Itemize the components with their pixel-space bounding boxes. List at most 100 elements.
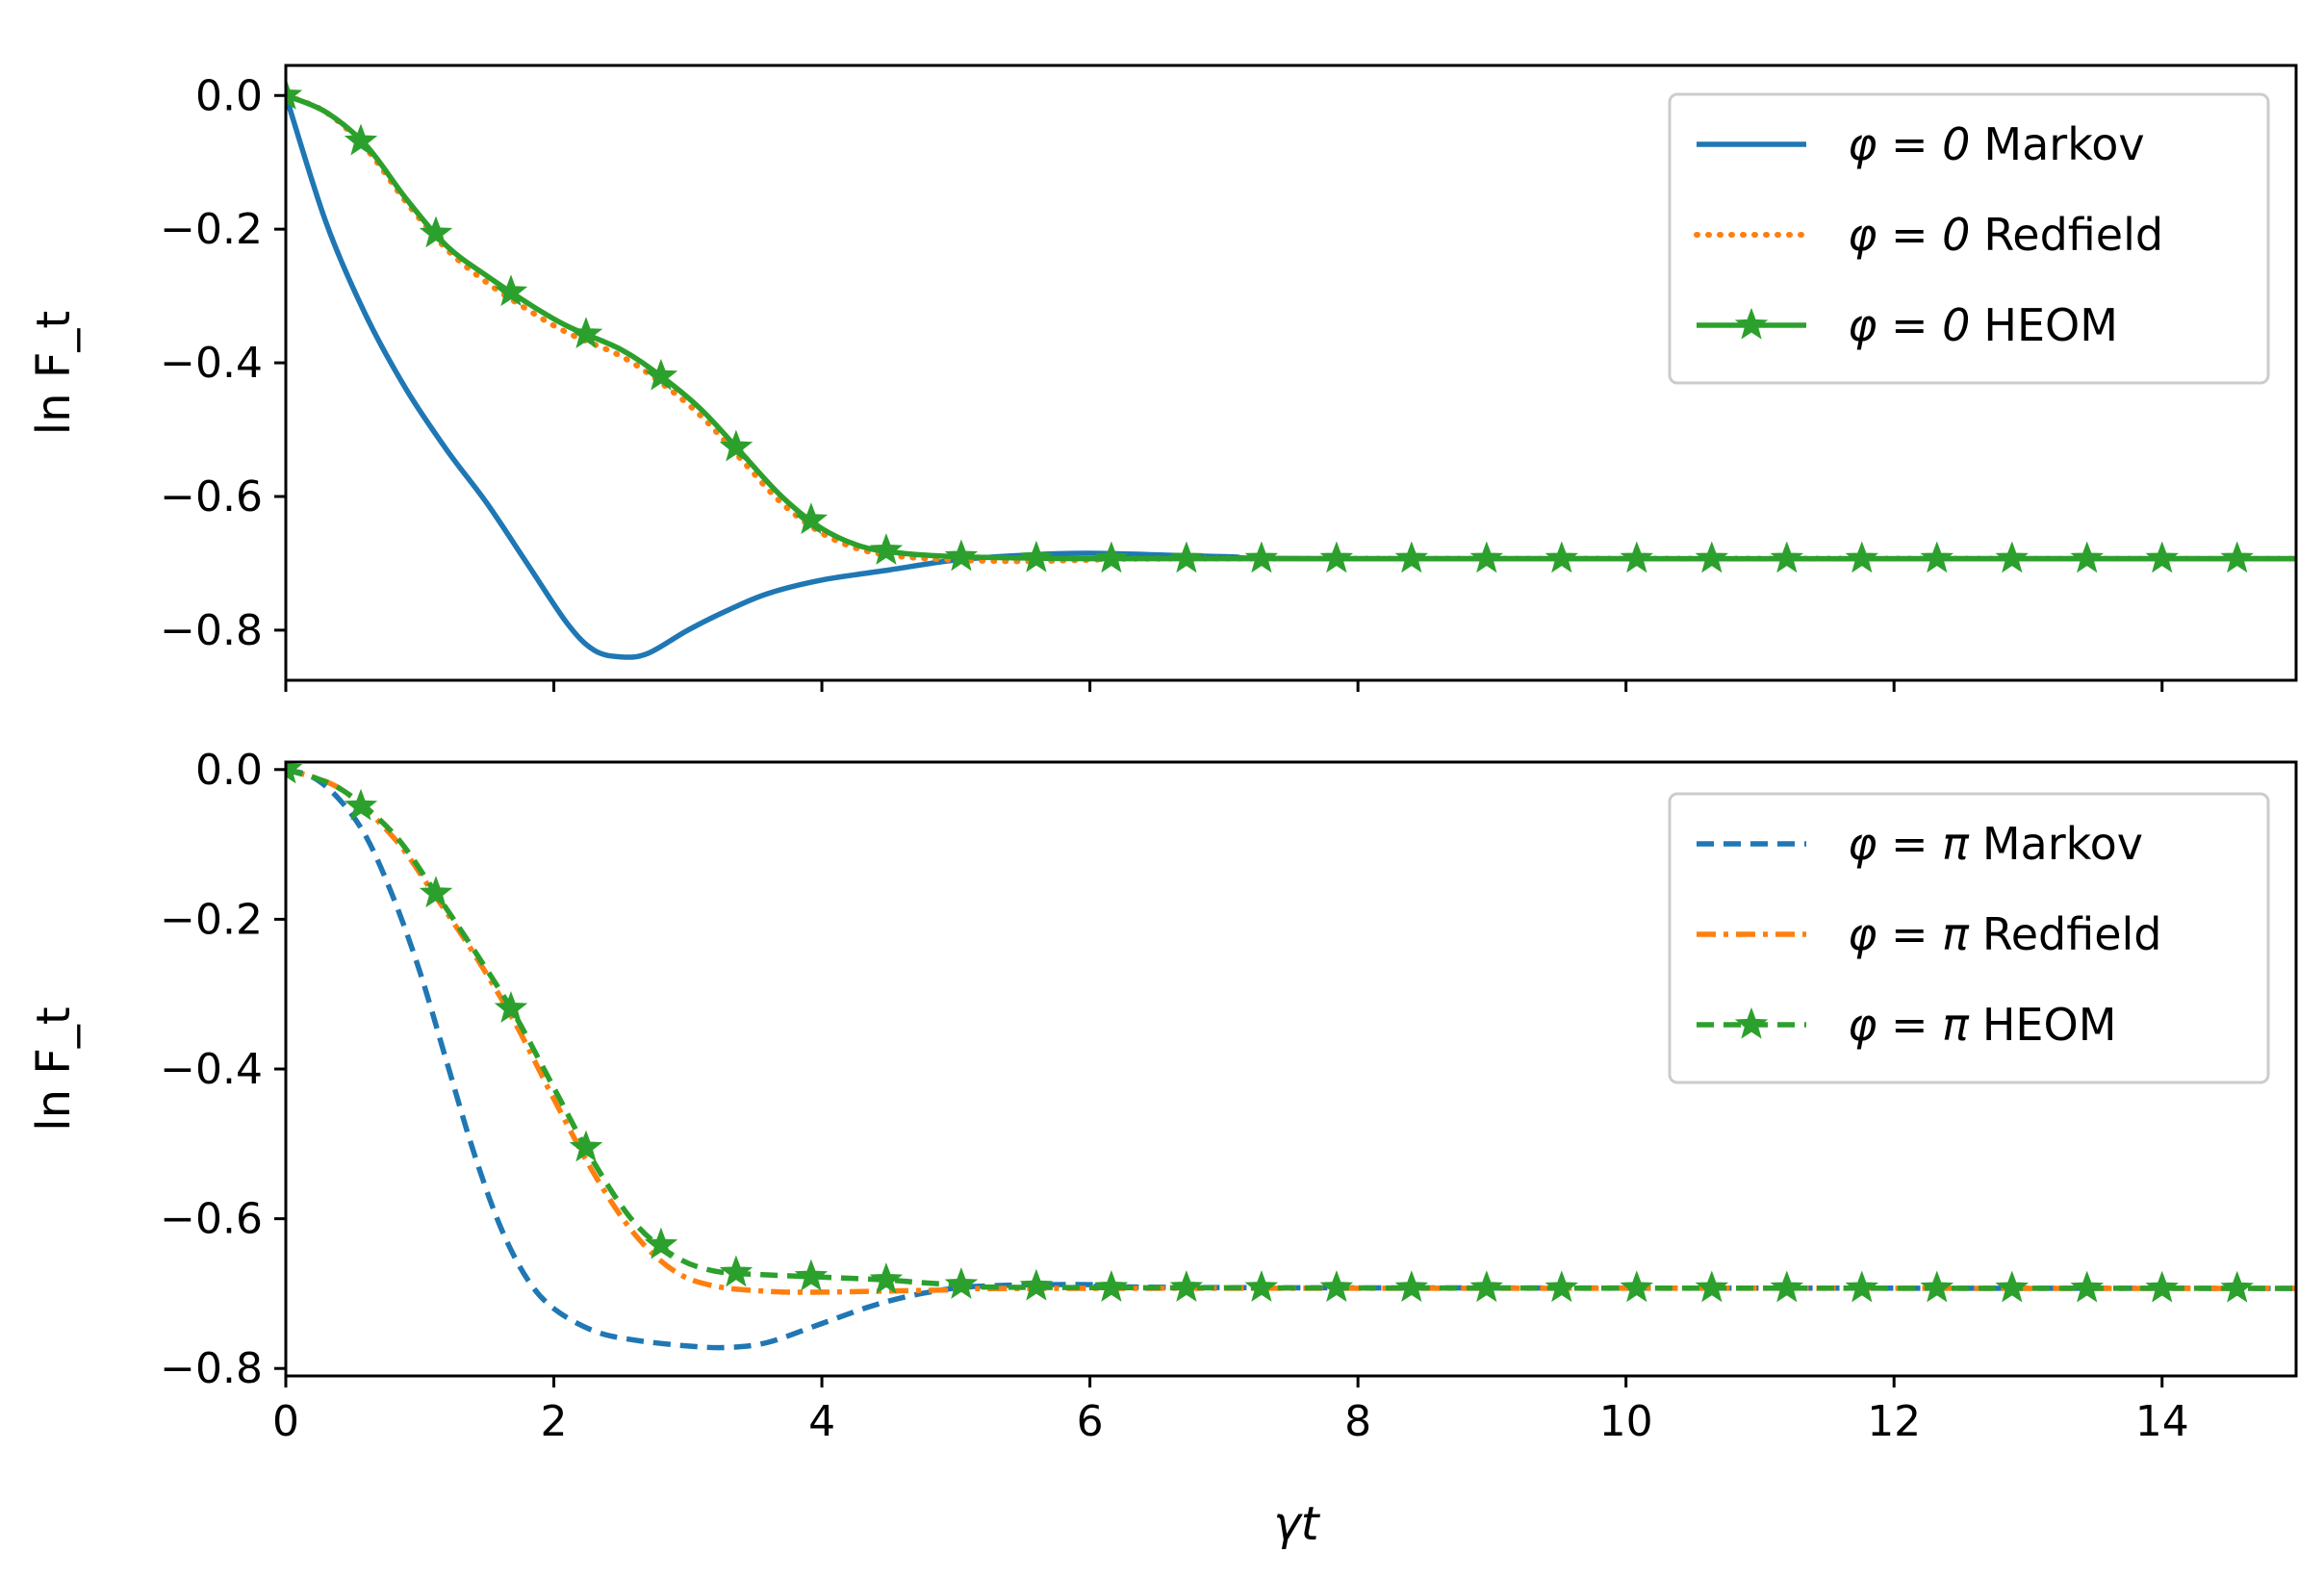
series-marker-star bbox=[644, 358, 678, 391]
y-tick-label: −0.2 bbox=[160, 895, 263, 944]
legend-marker-star bbox=[1734, 1006, 1769, 1039]
x-tick-label: 4 bbox=[808, 1397, 835, 1446]
series-marker-star bbox=[1845, 1270, 1879, 1303]
series-marker-star bbox=[1995, 541, 2030, 573]
series-marker-star bbox=[1995, 1270, 2030, 1303]
x-tick-label: 12 bbox=[1867, 1397, 1921, 1446]
series-marker-star bbox=[1845, 541, 1879, 573]
series-marker-star bbox=[1244, 541, 1279, 573]
series-marker-star bbox=[494, 274, 528, 307]
legend-label-method: HEOM bbox=[1982, 999, 2117, 1051]
series-marker-star bbox=[1394, 541, 1429, 573]
y-axis-label: ln F_t bbox=[27, 1006, 81, 1131]
series-marker-star bbox=[344, 123, 378, 156]
series-marker-star bbox=[1695, 1270, 1729, 1303]
series-marker-star bbox=[719, 429, 753, 462]
legend-label-symbol: φ = 0 bbox=[1848, 118, 1970, 170]
legend-label-symbol: φ = 0 bbox=[1848, 209, 1970, 261]
x-tick-label: 0 bbox=[272, 1397, 299, 1446]
legend-label-symbol: φ = π bbox=[1848, 818, 1970, 870]
legend-label-method: Markov bbox=[1982, 818, 2143, 870]
series-marker-star bbox=[286, 78, 303, 110]
series-line-2 bbox=[286, 767, 2296, 1291]
series-marker-star bbox=[569, 1130, 603, 1162]
legend-marker-star bbox=[1734, 307, 1769, 340]
x-tick-label: 10 bbox=[1599, 1397, 1653, 1446]
series-group bbox=[286, 78, 2296, 660]
series-marker-star bbox=[419, 876, 453, 908]
series-marker-star bbox=[286, 762, 303, 784]
series-marker-star bbox=[1394, 1270, 1429, 1303]
series-marker-star bbox=[419, 216, 453, 248]
series-marker-star bbox=[2145, 541, 2180, 573]
legend-label-symbol: φ = 0 bbox=[1848, 299, 1970, 351]
series-marker-star bbox=[1695, 541, 1729, 573]
series-marker-star bbox=[1545, 1270, 1579, 1303]
plot-frame bbox=[284, 760, 2298, 1378]
legend-label-2: φ = π HEOM bbox=[1848, 999, 2116, 1051]
legend-label-method: Redfield bbox=[1983, 209, 2163, 261]
bottom-panel: 0.0 −0.2 −0.4 −0.6 −0.80 2 4 6 8 10 12 14 ln F_t φ = … bbox=[27, 746, 2298, 1446]
series-marker-star bbox=[1545, 541, 1579, 573]
series-marker-star bbox=[1920, 1270, 1954, 1303]
series-marker-star bbox=[1169, 541, 1204, 573]
legend-label-1: φ = π Redfield bbox=[1848, 908, 2161, 960]
legend-box bbox=[1668, 792, 2270, 1084]
series-marker-star bbox=[1019, 540, 1054, 573]
x-axis-label: γt bbox=[1273, 1497, 1320, 1551]
series-marker-star bbox=[794, 1259, 829, 1291]
x-tick-label: 14 bbox=[2135, 1397, 2189, 1446]
plot-frame bbox=[284, 64, 2298, 682]
series-marker-star bbox=[2145, 1270, 2180, 1303]
y-tick-label: −0.6 bbox=[160, 472, 263, 522]
y-tick-label: −0.8 bbox=[160, 1344, 263, 1393]
x-tick-label: 8 bbox=[1344, 1397, 1371, 1446]
legend-label-0: φ = π Markov bbox=[1848, 818, 2143, 870]
series-marker-star bbox=[569, 317, 603, 349]
legend-label-1: φ = 0 Redfield bbox=[1848, 209, 2163, 261]
series-marker-star bbox=[944, 539, 979, 572]
legend-label-0: φ = 0 Markov bbox=[1848, 118, 2145, 170]
series-marker-star bbox=[944, 1267, 979, 1299]
series-marker-star bbox=[2070, 1270, 2105, 1303]
legend-label-method: Redfield bbox=[1982, 908, 2162, 960]
series-marker-star bbox=[1319, 541, 1354, 573]
legend-label-symbol: φ = π bbox=[1848, 999, 1970, 1051]
y-axis-label: ln F_t bbox=[27, 311, 81, 435]
legend-label-method: Markov bbox=[1983, 118, 2144, 170]
series-marker-star bbox=[1770, 1270, 1804, 1303]
legend-label-symbol: φ = π bbox=[1848, 908, 1970, 960]
series-marker-star bbox=[2220, 541, 2254, 573]
series-marker-star bbox=[344, 788, 378, 821]
series-marker-star bbox=[1620, 541, 1654, 573]
series-marker-star bbox=[869, 1262, 904, 1294]
series-marker-star bbox=[1620, 1270, 1654, 1303]
series-marker-star bbox=[2070, 541, 2105, 573]
legend-box bbox=[1668, 92, 2270, 385]
series-marker-star bbox=[644, 1227, 678, 1260]
series-marker-star bbox=[719, 1255, 753, 1287]
y-tick-label: −0.6 bbox=[160, 1195, 263, 1244]
y-tick-label: −0.4 bbox=[160, 1045, 263, 1094]
y-tick-label: −0.8 bbox=[160, 606, 263, 655]
series-marker-star bbox=[1469, 1270, 1504, 1303]
y-tick-label: 0.0 bbox=[195, 71, 263, 120]
series-marker-star bbox=[794, 502, 829, 535]
series-marker-star bbox=[1094, 1270, 1129, 1302]
x-tick-label: 6 bbox=[1077, 1397, 1104, 1446]
y-tick-label: −0.2 bbox=[160, 205, 263, 254]
legend-label-method: HEOM bbox=[1983, 299, 2118, 351]
series-marker-star bbox=[1920, 541, 1954, 573]
y-tick-label: −0.4 bbox=[160, 339, 263, 388]
series-marker-star bbox=[1169, 1270, 1204, 1302]
y-tick-label: 0.0 bbox=[195, 746, 263, 795]
series-marker-star bbox=[494, 991, 528, 1023]
series-marker-star bbox=[1770, 541, 1804, 573]
series-marker-star bbox=[2220, 1270, 2254, 1303]
legend-label-2: φ = 0 HEOM bbox=[1848, 299, 2118, 351]
x-tick-label: 2 bbox=[541, 1397, 568, 1446]
